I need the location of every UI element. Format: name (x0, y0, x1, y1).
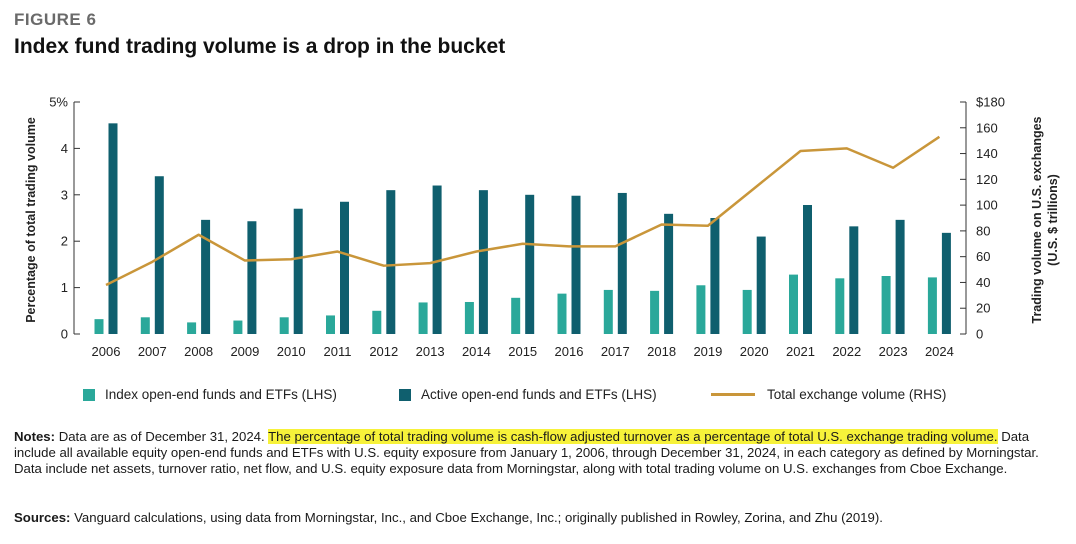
sources-text: Vanguard calculations, using data from M… (70, 510, 883, 525)
bar-index (927, 277, 937, 334)
right-axis-tick-label: 80 (976, 223, 990, 238)
bar-index (187, 322, 197, 334)
legend: Index open-end funds and ETFs (LHS) Acti… (0, 387, 1076, 409)
sources: Sources: Vanguard calculations, using da… (14, 510, 1064, 526)
bar-index (464, 301, 474, 334)
bar-index (835, 278, 845, 334)
notes-text-1: Data are as of December 31, 2024. (55, 429, 269, 444)
legend-swatch-total (711, 393, 755, 396)
x-axis-tick-label: 2016 (555, 344, 584, 359)
x-axis-tick-label: 2024 (925, 344, 954, 359)
bar-index (511, 297, 521, 334)
bar-index (650, 290, 660, 334)
left-axis-tick-label: 0 (61, 327, 68, 342)
chart-title: Index fund trading volume is a drop in t… (14, 35, 506, 58)
legend-label-total: Total exchange volume (RHS) (767, 387, 947, 402)
bar-active (525, 194, 535, 334)
right-axis-tick-label: 160 (976, 120, 998, 135)
figure-label: FIGURE 6 (14, 10, 97, 29)
bar-active (571, 195, 581, 334)
bar-index (279, 317, 289, 334)
bar-active (849, 226, 859, 334)
right-axis-tick-label: 40 (976, 275, 990, 290)
legend-swatch-active (399, 388, 411, 401)
bar-index (557, 293, 567, 334)
right-axis-tick-label: 120 (976, 172, 998, 187)
x-axis-tick-label: 2007 (138, 344, 167, 359)
bar-active (617, 192, 627, 334)
y2-axis-title-line2: (U.S. $ trillions) (1046, 174, 1060, 266)
y-axis-title: Percentage of total trading volume (24, 117, 38, 323)
bar-active (710, 218, 720, 334)
sources-label: Sources: (14, 510, 71, 525)
bar-active (803, 205, 812, 334)
x-axis-tick-label: 2013 (416, 344, 445, 359)
bar-active (108, 123, 118, 335)
x-axis-tick-label: 2010 (277, 344, 306, 359)
bar-index (603, 289, 613, 334)
bar-index (233, 320, 243, 334)
x-axis-tick-label: 2012 (369, 344, 398, 359)
x-axis-tick-label: 2008 (184, 344, 213, 359)
x-axis-tick-label: 2015 (508, 344, 537, 359)
bar-active (340, 201, 349, 334)
bar-active (386, 190, 396, 334)
notes: Notes: Data are as of December 31, 2024.… (14, 429, 1064, 478)
bar-active (941, 232, 951, 334)
legend-label-index: Index open-end funds and ETFs (LHS) (105, 387, 337, 402)
bar-index (326, 315, 335, 334)
x-axis-tick-label: 2018 (647, 344, 676, 359)
bar-active (154, 176, 164, 334)
bar-active (895, 219, 905, 334)
bar-index (696, 285, 706, 334)
bar-index (140, 317, 150, 334)
x-axis-tick-label: 2023 (879, 344, 908, 359)
x-axis-tick-label: 2006 (92, 344, 121, 359)
bar-index (742, 289, 752, 334)
x-axis-tick-label: 2011 (324, 344, 352, 359)
x-axis-tick-label: 2009 (230, 344, 259, 359)
right-axis-tick-label: 100 (976, 198, 998, 213)
right-axis-tick-label: $180 (976, 95, 1005, 110)
left-axis-tick-label: 3 (61, 187, 68, 202)
legend-item-active: Active open-end funds and ETFs (LHS) (399, 387, 657, 402)
x-axis-tick-label: 2021 (786, 344, 815, 359)
left-axis-tick-label: 5% (49, 95, 68, 110)
bar-active (247, 221, 257, 334)
bar-index (881, 276, 891, 334)
x-axis-tick-label: 2017 (601, 344, 630, 359)
bar-active (756, 236, 766, 334)
bar-active (432, 185, 442, 334)
x-axis-tick-label: 2019 (693, 344, 722, 359)
legend-item-total: Total exchange volume (RHS) (711, 387, 946, 402)
bar-index (418, 302, 428, 334)
chart-area: 0 1 2 3 4 5% 0 20 40 60 80 100 120 140 160 $180 Percenta… (24, 95, 1060, 360)
line-total-exchange-volume (105, 135, 941, 287)
bar-index (372, 310, 382, 334)
right-axis-tick-label: 20 (976, 301, 990, 316)
legend-label-active: Active open-end funds and ETFs (LHS) (421, 387, 657, 402)
right-axis-tick-label: 0 (976, 327, 983, 342)
bar-active (293, 208, 303, 334)
right-axis-tick-label: 60 (976, 249, 990, 264)
bar-active (201, 219, 211, 334)
x-axis-tick-label: 2020 (740, 344, 769, 359)
notes-text-2: Data include all available equity open-e… (14, 429, 1039, 477)
left-axis-tick-label: 1 (61, 280, 68, 295)
bar-active (664, 213, 674, 334)
x-axis-tick-label: 2014 (462, 344, 491, 359)
legend-item-index: Index open-end funds and ETFs (LHS) (83, 387, 337, 402)
x-axis-tick-label: 2022 (832, 344, 861, 359)
notes-highlighted-text: The percentage of total trading volume i… (268, 429, 998, 444)
left-axis-tick-label: 4 (61, 141, 68, 156)
notes-label: Notes: (14, 429, 56, 444)
y2-axis-title-line1: Trading volume on U.S. exchanges (1030, 116, 1044, 323)
right-axis-tick-label: 140 (976, 146, 998, 161)
bar-index (789, 274, 798, 334)
bar-active (478, 190, 488, 334)
legend-swatch-index (83, 388, 95, 401)
bar-index (94, 319, 104, 334)
left-axis-tick-label: 2 (61, 234, 68, 249)
